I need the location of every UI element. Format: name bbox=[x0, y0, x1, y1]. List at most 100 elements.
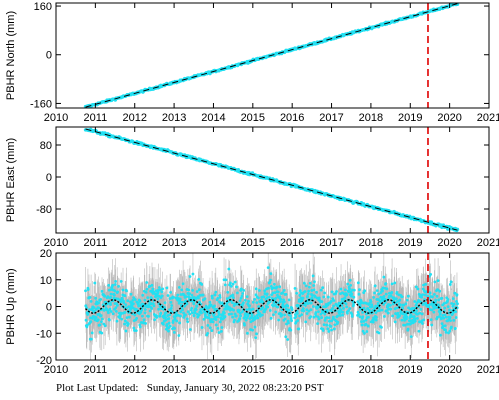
data-point bbox=[264, 307, 268, 311]
data-point bbox=[260, 298, 263, 302]
data-point bbox=[377, 331, 381, 335]
data-point bbox=[428, 291, 432, 295]
data-point bbox=[276, 290, 280, 294]
data-point bbox=[438, 312, 442, 316]
data-point bbox=[250, 313, 254, 317]
data-point bbox=[443, 313, 447, 317]
data-point bbox=[182, 311, 186, 315]
data-point bbox=[431, 295, 434, 299]
data-point bbox=[167, 317, 171, 320]
data-point bbox=[367, 315, 370, 319]
data-point bbox=[117, 284, 120, 288]
data-point bbox=[452, 302, 456, 306]
data-point bbox=[135, 316, 138, 320]
data-point bbox=[210, 329, 214, 332]
data-point bbox=[306, 292, 310, 296]
data-point bbox=[377, 292, 381, 296]
data-point bbox=[283, 317, 287, 321]
x-tick-label: 2015 bbox=[241, 364, 265, 376]
data-point bbox=[346, 282, 350, 286]
y-tick-label: -160 bbox=[30, 98, 52, 110]
data-point bbox=[103, 324, 107, 328]
data-point bbox=[451, 297, 455, 301]
data-point bbox=[86, 288, 90, 291]
data-point bbox=[242, 301, 245, 305]
data-point bbox=[451, 304, 455, 308]
data-point bbox=[389, 307, 393, 311]
data-point bbox=[306, 294, 309, 298]
data-point bbox=[289, 314, 292, 318]
x-tick-label: 2014 bbox=[201, 112, 225, 124]
data-point bbox=[423, 293, 427, 297]
data-point bbox=[125, 289, 128, 293]
data-point bbox=[192, 314, 196, 317]
data-point bbox=[119, 300, 123, 304]
data-point bbox=[438, 289, 442, 293]
data-point bbox=[300, 313, 304, 317]
data-point bbox=[103, 294, 107, 298]
data-point bbox=[93, 281, 97, 285]
data-point bbox=[280, 313, 284, 317]
data-point bbox=[143, 311, 147, 315]
data-point bbox=[390, 291, 394, 294]
data-point bbox=[371, 320, 375, 324]
data-point bbox=[287, 298, 291, 302]
data-point bbox=[349, 283, 353, 287]
data-point bbox=[209, 304, 213, 307]
data-point bbox=[231, 282, 235, 286]
data-point bbox=[344, 302, 348, 306]
data-point bbox=[382, 275, 386, 279]
data-point bbox=[122, 301, 126, 305]
data-point bbox=[327, 319, 331, 323]
data-point bbox=[97, 306, 101, 310]
data-point bbox=[319, 288, 323, 292]
data-point bbox=[436, 279, 440, 283]
data-point bbox=[192, 302, 196, 306]
data-point bbox=[448, 316, 452, 319]
y-axis-label: PBHR East (mm) bbox=[5, 138, 17, 222]
data-point bbox=[150, 283, 154, 287]
data-point bbox=[180, 300, 184, 304]
data-point bbox=[204, 313, 207, 317]
data-point bbox=[124, 329, 128, 333]
data-point bbox=[350, 314, 354, 318]
data-point bbox=[444, 315, 448, 319]
data-point bbox=[278, 285, 282, 289]
data-point bbox=[356, 281, 360, 285]
y-axis-label: PBHR North (mm) bbox=[5, 11, 17, 100]
data-point bbox=[339, 287, 343, 291]
data-point bbox=[150, 296, 153, 300]
data-point bbox=[100, 331, 104, 335]
data-point bbox=[166, 314, 170, 317]
data-point bbox=[297, 327, 301, 331]
data-point bbox=[96, 318, 100, 322]
data-point bbox=[263, 289, 267, 293]
data-point bbox=[298, 289, 302, 293]
data-point bbox=[310, 293, 314, 297]
data-point bbox=[233, 312, 237, 316]
data-point bbox=[364, 322, 368, 326]
data-point bbox=[148, 284, 152, 288]
data-point bbox=[452, 310, 455, 314]
data-point bbox=[163, 301, 167, 305]
plot-area bbox=[84, 253, 459, 360]
data-point bbox=[384, 282, 388, 285]
data-point bbox=[92, 306, 96, 310]
data-point bbox=[326, 327, 330, 331]
data-point bbox=[243, 315, 247, 319]
data-point bbox=[155, 315, 159, 319]
data-point bbox=[340, 304, 344, 307]
data-point bbox=[421, 322, 424, 325]
data-point bbox=[333, 323, 337, 327]
x-tick-label: 2016 bbox=[280, 364, 304, 376]
data-point bbox=[400, 318, 404, 322]
y-tick-label: 0 bbox=[46, 302, 52, 314]
data-point bbox=[187, 288, 191, 292]
data-point bbox=[253, 325, 257, 329]
data-point bbox=[456, 302, 459, 306]
data-point bbox=[352, 295, 356, 299]
x-tick-label: 2021 bbox=[477, 364, 499, 376]
data-point bbox=[100, 320, 103, 324]
data-point bbox=[123, 311, 127, 314]
data-point bbox=[213, 293, 217, 297]
